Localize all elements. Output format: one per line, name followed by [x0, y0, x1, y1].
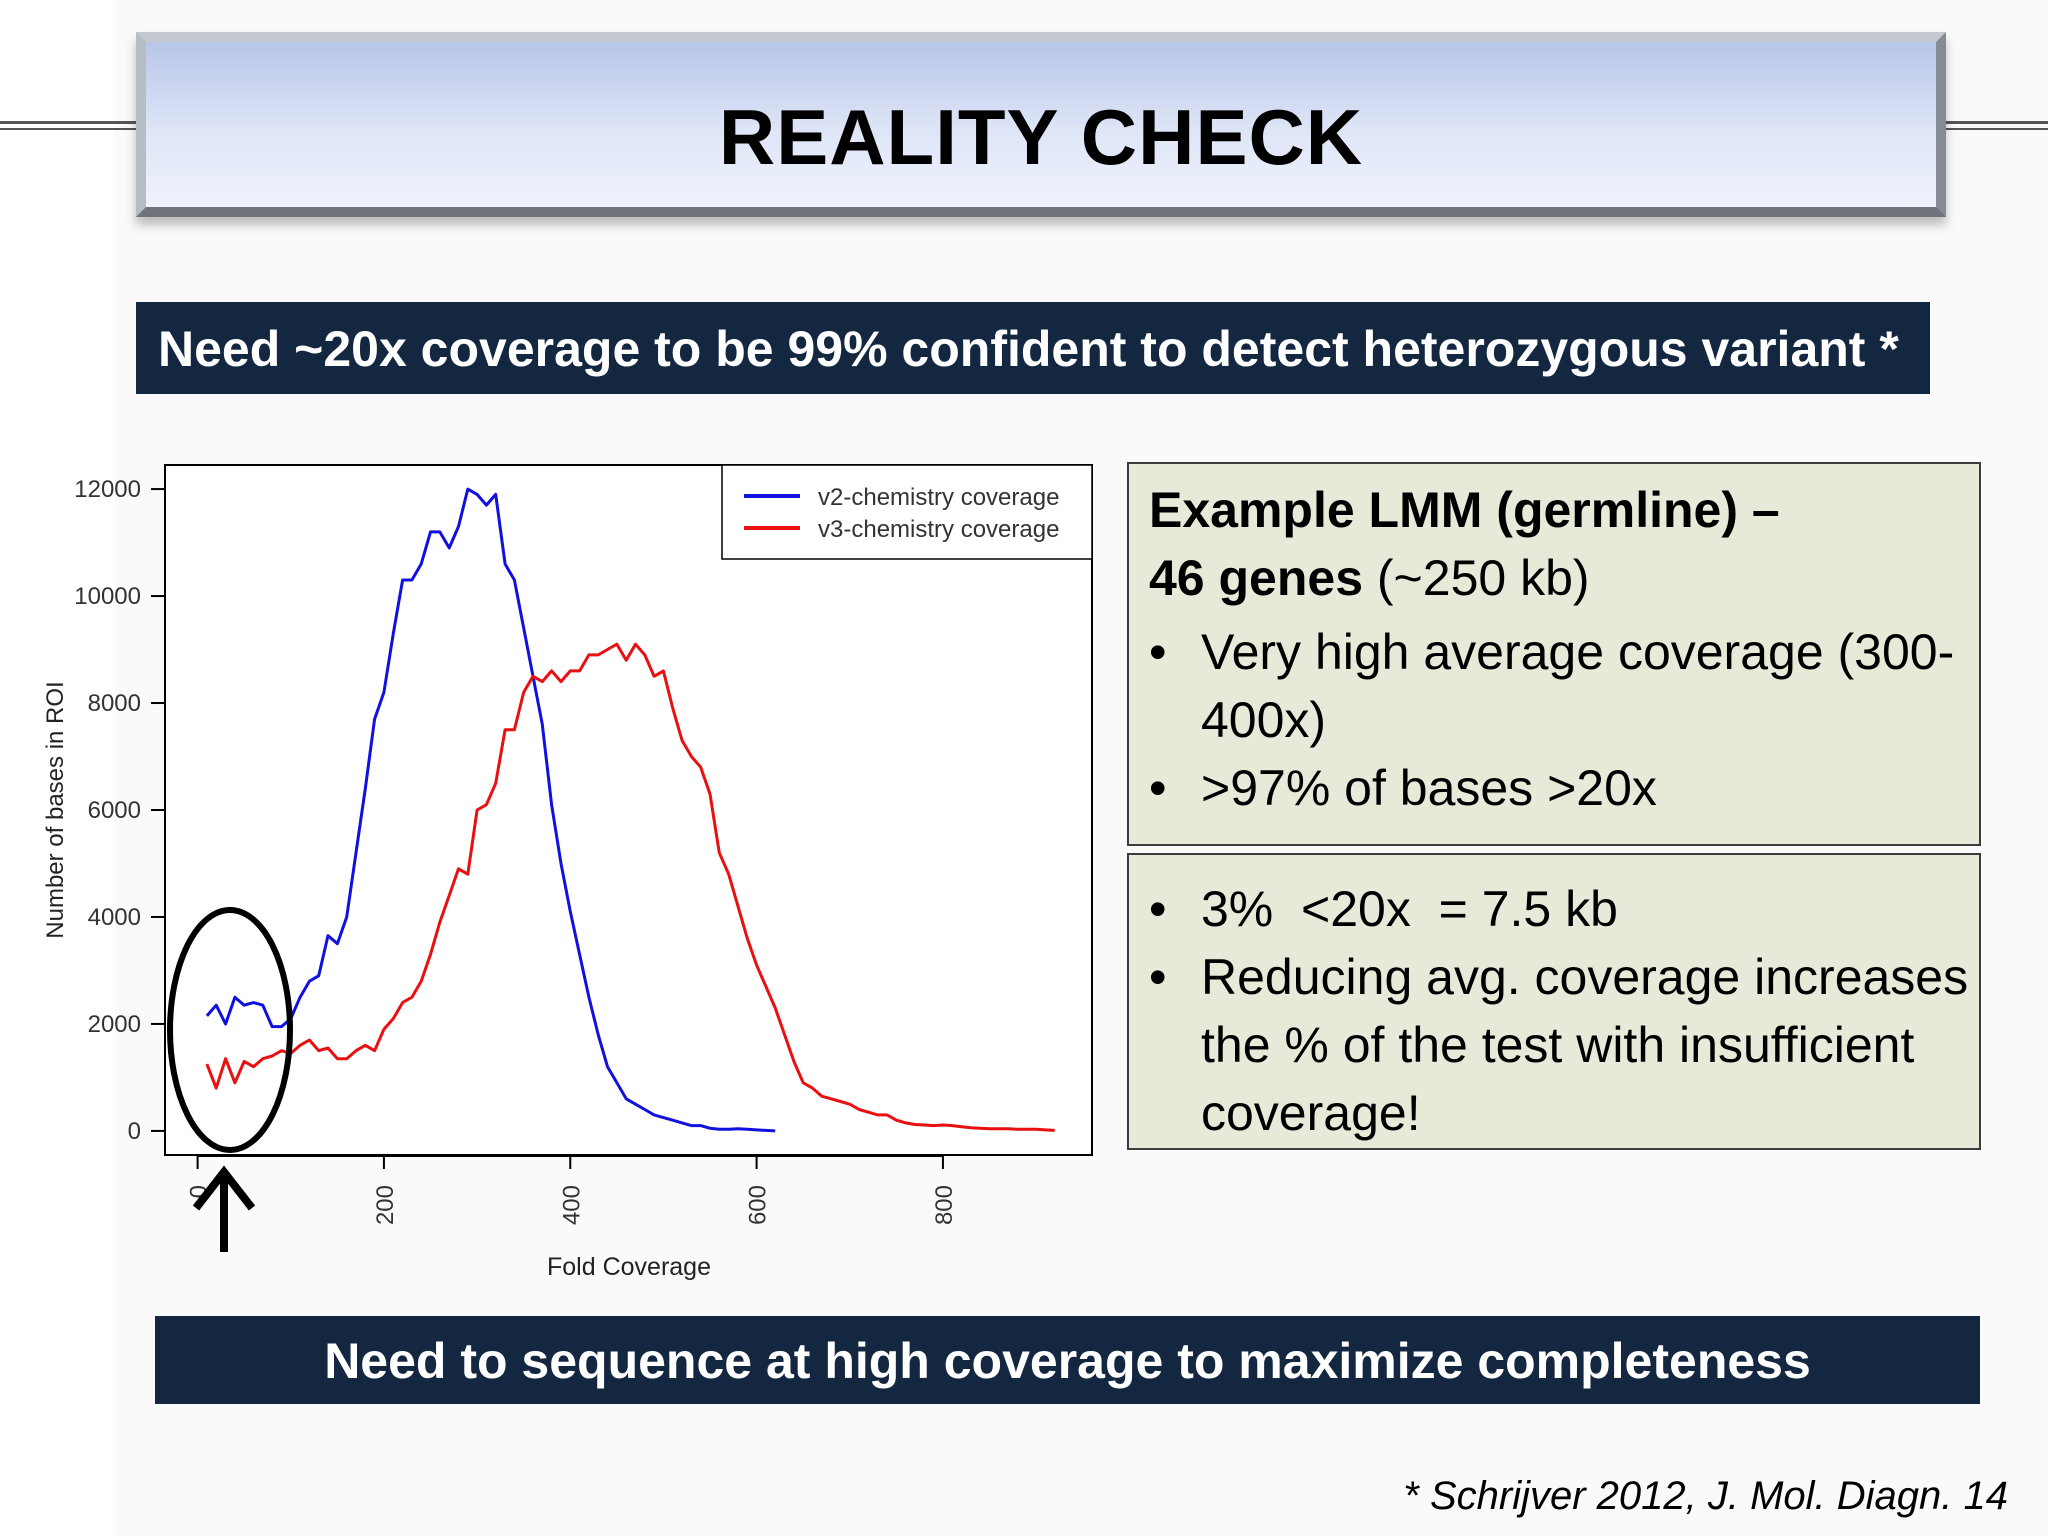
gene-count-line: 46 genes (~250 kb)	[1149, 544, 1979, 612]
bullet-bases-above-20x: >97% of bases >20x	[1149, 754, 1979, 822]
low-coverage-highlight-circle	[167, 907, 293, 1153]
legend-box	[721, 464, 1093, 560]
title-rule-left	[0, 121, 140, 124]
example-lmm-box: Example LMM (germline) – 46 genes (~250 …	[1127, 462, 1981, 846]
x-tick-label-200: 200	[372, 1185, 399, 1225]
insufficient-coverage-box: 3% <20x = 7.5 kb Reducing avg. coverage …	[1127, 853, 1981, 1150]
y-axis-label: Number of bases in ROI	[42, 681, 69, 938]
y-tick-label-2000: 2000	[88, 1011, 141, 1038]
title-rule-left-2	[0, 128, 140, 130]
bullet-average-coverage: Very high average coverage (300-400x)	[1149, 618, 1979, 754]
y-tick-label-0: 0	[128, 1118, 141, 1145]
completeness-banner: Need to sequence at high coverage to max…	[155, 1316, 1980, 1404]
series-line-v2	[205, 487, 776, 1133]
bullet-reducing-coverage: Reducing avg. coverage increases the % o…	[1149, 943, 1979, 1147]
legend-label-v3: v3-chemistry coverage	[818, 516, 1059, 543]
x-tick-label-800: 800	[931, 1185, 958, 1225]
y-tick-label-6000: 6000	[88, 797, 141, 824]
plot-area	[164, 464, 1093, 1156]
coverage-requirement-banner: Need ~20x coverage to be 99% confident t…	[136, 302, 1930, 394]
panel-size: (~250 kb)	[1363, 550, 1590, 606]
title-rule-right-2	[1942, 128, 2048, 130]
bullet-below-20x: 3% <20x = 7.5 kb	[1149, 875, 1979, 943]
gene-count: 46 genes	[1149, 550, 1364, 606]
title-banner: REALITY CHECK	[136, 32, 1946, 217]
title-rule-right	[1942, 121, 2048, 124]
example-heading: Example LMM (germline) –	[1149, 482, 1780, 538]
legend-label-v2: v2-chemistry coverage	[818, 484, 1059, 511]
y-tick-label-4000: 4000	[88, 904, 141, 931]
x-axis-label: Fold Coverage	[547, 1253, 711, 1281]
y-tick-label-12000: 12000	[74, 476, 141, 503]
up-arrow-icon	[192, 1165, 256, 1252]
page-title: REALITY CHECK	[718, 93, 1364, 181]
insufficient-bullet-list: 3% <20x = 7.5 kb Reducing avg. coverage …	[1149, 875, 1979, 1147]
y-tick-label-10000: 10000	[74, 583, 141, 610]
x-tick-label-400: 400	[558, 1185, 585, 1225]
example-bullet-list: Very high average coverage (300-400x) >9…	[1149, 618, 1979, 822]
chart-legend: v2-chemistry coverage v3-chemistry cover…	[721, 464, 1093, 560]
y-tick-label-8000: 8000	[88, 690, 141, 717]
citation: * Schrijver 2012, J. Mol. Diagn. 14	[1403, 1474, 2008, 1518]
series-line-v3	[205, 642, 1055, 1132]
x-tick-label-600: 600	[745, 1185, 772, 1225]
